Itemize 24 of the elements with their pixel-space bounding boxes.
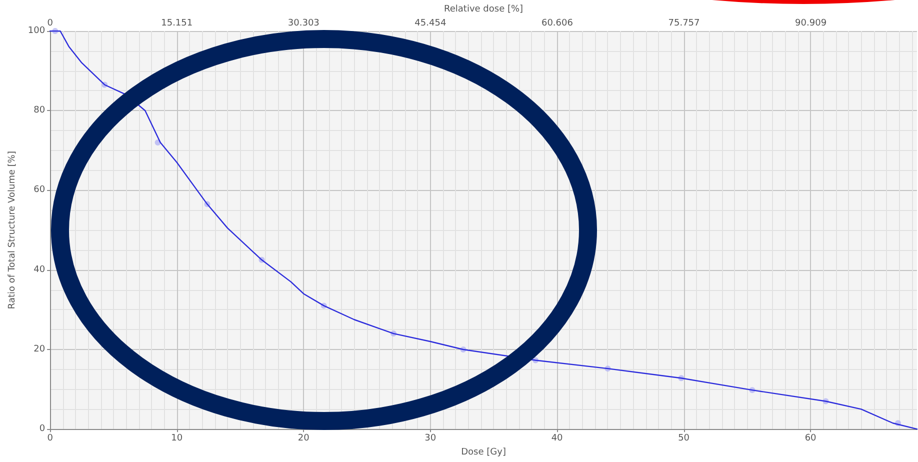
- y-tick-label: 40: [34, 264, 46, 275]
- y-tick-label: 20: [34, 344, 46, 354]
- x-tick-label: 20: [298, 434, 310, 444]
- y-tick-label: 60: [34, 185, 46, 196]
- y-tick-label: 80: [34, 106, 46, 116]
- x2-tick-label: 15.151: [161, 18, 193, 28]
- x2-tick-label: 90.909: [795, 18, 827, 28]
- y-tick-label: 100: [28, 26, 46, 36]
- x2-tick-label: 75.757: [668, 18, 700, 28]
- x-tick-label: 50: [678, 434, 690, 444]
- x2-axis-title: Relative dose [%]: [444, 4, 524, 14]
- x2-tick-label: 30.303: [288, 18, 320, 28]
- line-series: [49, 30, 918, 430]
- x2-tick-label: 60.606: [541, 18, 574, 28]
- x-tick-label: 30: [424, 434, 436, 444]
- x-tick-label: 10: [171, 434, 183, 444]
- x-tick-label: 40: [551, 434, 564, 444]
- y-tick-label: 0: [39, 424, 46, 434]
- y-axis-title: Ratio of Total Structure Volume [%]: [8, 151, 18, 310]
- x2-tick-label: 0: [47, 18, 54, 28]
- x-tick-label: 60: [804, 434, 817, 444]
- x-axis-title: Dose [Gy]: [461, 448, 506, 458]
- x-tick-label: 0: [47, 434, 54, 444]
- x2-tick-label: 45.454: [414, 18, 446, 28]
